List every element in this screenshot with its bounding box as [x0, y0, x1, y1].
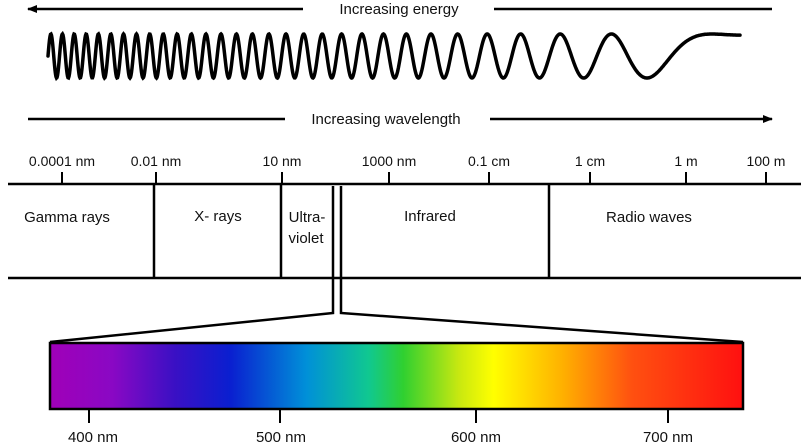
tick-label-0.0001nm: 0.0001 nm [29, 153, 95, 169]
visible-tick-400nm: 400 nm [68, 429, 118, 446]
band-x-rays: X- rays [194, 208, 242, 225]
band-gamma-rays: Gamma rays [24, 209, 110, 226]
tick-label-0.1cm: 0.1 cm [468, 153, 510, 169]
visible-light-zoom-connector [49, 186, 744, 344]
visible-tick-700nm: 700 nm [643, 429, 693, 446]
tick-label-10nm: 10 nm [263, 153, 302, 169]
tick-label-0.01nm: 0.01 nm [131, 153, 182, 169]
wavelength-scale: 0.0001 nm 0.01 nm 10 nm 1000 nm 0.1 cm 1… [29, 153, 786, 184]
tick-label-1m: 1 m [674, 153, 697, 169]
tick-label-1000nm: 1000 nm [362, 153, 416, 169]
increasing-wavelength-label: Increasing wavelength [311, 111, 460, 128]
band-ultraviolet-line2: violet [288, 230, 324, 247]
increasing-wavelength-arrow: Increasing wavelength [28, 111, 773, 128]
visible-spectrum-bar [48, 341, 745, 411]
band-radio-waves: Radio waves [606, 209, 692, 226]
visible-tick-500nm: 500 nm [256, 429, 306, 446]
spectrum-bands-table: Gamma rays X- rays Ultra- violet Infrare… [8, 182, 801, 280]
visible-scale: 400 nm 500 nm 600 nm 700 nm [68, 409, 693, 446]
tick-label-1cm: 1 cm [575, 153, 605, 169]
visible-tick-600nm: 600 nm [451, 429, 501, 446]
tick-label-100m: 100 m [747, 153, 786, 169]
wave-illustration [46, 30, 742, 82]
band-infrared: Infrared [404, 208, 456, 225]
band-ultraviolet-line1: Ultra- [289, 209, 326, 226]
increasing-energy-arrow: Increasing energy [27, 1, 772, 18]
increasing-energy-label: Increasing energy [339, 1, 459, 18]
